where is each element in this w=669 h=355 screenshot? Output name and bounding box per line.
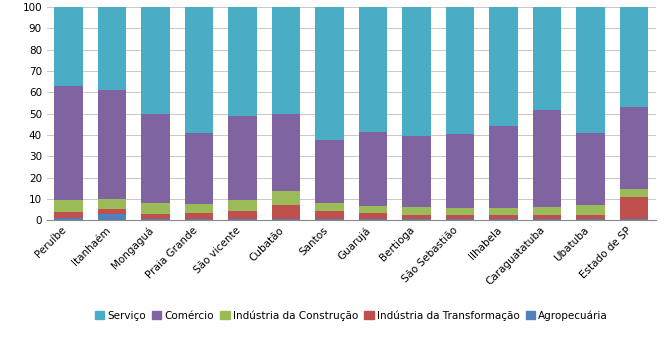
Bar [272,7,300,114]
Bar [359,213,387,219]
Bar [228,211,257,219]
Bar [489,7,518,126]
Bar [141,219,170,220]
Bar [446,134,474,208]
Bar [98,209,126,214]
Bar [489,215,518,219]
Bar [619,189,648,197]
Bar [98,199,126,209]
Bar [533,7,561,110]
Bar [228,200,257,211]
Bar [315,203,344,211]
Bar [54,212,83,218]
Bar [402,219,431,220]
Bar [141,214,170,219]
Bar [446,215,474,219]
Bar [141,7,170,114]
Bar [489,219,518,220]
Bar [98,214,126,220]
Bar [228,219,257,220]
Bar [141,203,170,214]
Bar [141,114,170,203]
Bar [54,218,83,220]
Bar [272,114,300,191]
Bar [359,132,387,206]
Bar [54,86,83,200]
Bar [446,219,474,220]
Bar [315,219,344,220]
Bar [359,206,387,213]
Bar [402,215,431,219]
Bar [54,7,83,86]
Bar [576,133,605,205]
Bar [533,215,561,219]
Bar [533,207,561,215]
Bar [315,211,344,219]
Bar [272,205,300,219]
Bar [315,140,344,203]
Bar [576,219,605,220]
Bar [315,7,344,140]
Bar [489,208,518,215]
Bar [185,219,213,220]
Bar [185,7,213,133]
Bar [446,208,474,215]
Bar [359,7,387,132]
Bar [98,7,126,90]
Bar [272,191,300,205]
Bar [446,7,474,134]
Bar [619,107,648,189]
Bar [185,204,213,213]
Bar [489,126,518,208]
Bar [402,136,431,207]
Bar [576,7,605,133]
Bar [619,219,648,220]
Bar [576,215,605,219]
Bar [619,197,648,219]
Bar [272,219,300,220]
Bar [402,7,431,136]
Legend: Serviço, Comércio, Indústria da Construção, Indústria da Transformação, Agropecu: Serviço, Comércio, Indústria da Construç… [90,306,612,325]
Bar [98,90,126,199]
Bar [54,200,83,212]
Bar [359,219,387,220]
Bar [402,207,431,215]
Bar [576,205,605,215]
Bar [619,7,648,107]
Bar [228,116,257,200]
Bar [533,219,561,220]
Bar [533,110,561,207]
Bar [185,133,213,204]
Bar [228,7,257,116]
Bar [185,213,213,219]
